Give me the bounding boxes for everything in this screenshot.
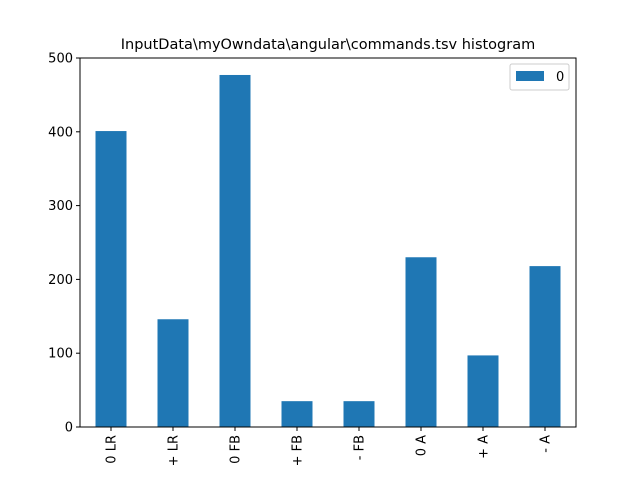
bar [95,131,127,427]
chart-title: InputData\myOwndata\angular\commands.tsv… [121,37,535,53]
bar [281,401,313,427]
y-tick-label: 300 [48,199,73,214]
y-tick-label: 500 [48,52,73,67]
x-tick-label: + A [477,435,492,459]
x-tick-label: 0 LR [105,435,120,464]
y-axis: 0 100 200 300 400 500 [48,52,80,436]
y-tick-label: 0 [65,421,73,436]
x-axis: 0 LR + LR 0 FB + FB - FB 0 A + A - A [105,427,554,466]
legend-label: 0 [556,70,564,85]
legend: 0 [509,63,570,91]
x-tick-label: - FB [353,435,368,460]
bar [405,257,437,427]
x-tick-label: + FB [291,435,306,466]
bar [219,74,251,427]
x-tick-label: 0 A [415,435,430,456]
bar [529,266,561,427]
x-tick-label: - A [539,435,554,453]
legend-swatch [516,71,544,81]
y-tick-label: 200 [48,273,73,288]
y-tick-label: 100 [48,347,73,362]
x-tick-label: + LR [167,435,182,466]
x-tick-label: 0 FB [229,435,244,464]
plot-frame [79,57,577,428]
y-tick-label: 400 [48,125,73,140]
bar [467,355,499,427]
bar [157,319,189,427]
bar [343,401,375,427]
bar-group [95,74,561,427]
